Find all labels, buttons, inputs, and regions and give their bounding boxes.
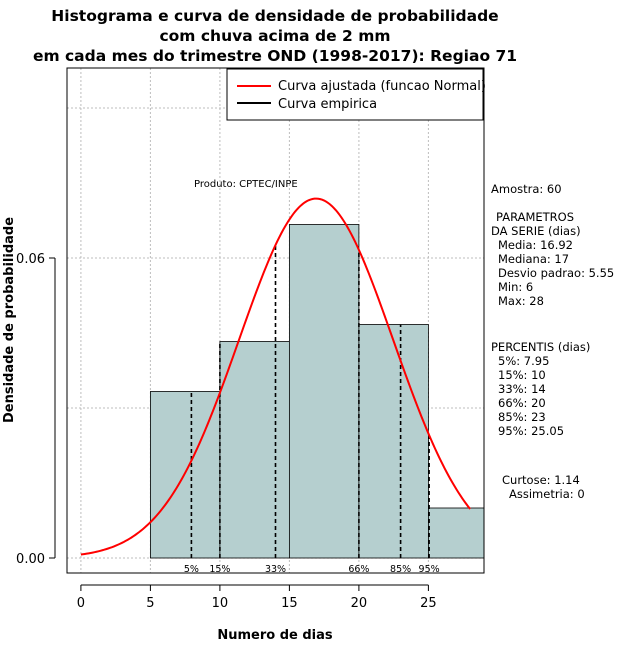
stat-parametros-title-2: DA SERIE (dias) <box>491 224 581 238</box>
percentile-label: 5% <box>184 564 199 575</box>
stat-percentis-title: PERCENTIS (dias) <box>491 340 590 354</box>
legend-label-normal: Curva ajustada (funcao Normal) <box>278 79 486 94</box>
stat-p5: 5%: 7.95 <box>498 354 549 368</box>
stat-amostra: Amostra: 60 <box>491 182 562 196</box>
legend: Curva ajustada (funcao Normal) Curva emp… <box>226 68 486 121</box>
percentile-label: 15% <box>209 564 230 575</box>
x-tick-label: 0 <box>77 596 85 611</box>
stat-assimetria: Assimetria: 0 <box>509 487 585 501</box>
normal-fit-curve <box>80 197 471 556</box>
stat-media: Media: 16.92 <box>498 238 573 252</box>
chart-title-line-3: em cada mes do trimestre OND (1998-2017)… <box>33 47 517 65</box>
histogram-bar <box>427 507 485 559</box>
histogram-bar <box>219 341 290 559</box>
histogram-bar <box>288 224 360 559</box>
histogram-bar <box>358 324 429 559</box>
stat-min: Min: 6 <box>498 280 533 294</box>
chart-title-line-1: Histograma e curva de densidade de proba… <box>51 7 498 25</box>
stat-p15: 15%: 10 <box>498 368 546 382</box>
stat-max: Max: 28 <box>498 294 544 308</box>
stat-mediana: Mediana: 17 <box>498 252 569 266</box>
stat-p66: 66%: 20 <box>498 396 546 410</box>
stat-p33: 33%: 14 <box>498 382 546 396</box>
legend-box <box>226 68 484 121</box>
credit-text: Produto: CPTEC/INPE <box>194 179 298 190</box>
x-tick-label: 10 <box>212 596 229 611</box>
stat-p95: 95%: 25.05 <box>498 424 564 438</box>
stat-p85: 85%: 23 <box>498 410 546 424</box>
percentile-label: 95% <box>419 564 440 575</box>
percentile-label: 33% <box>265 564 286 575</box>
plot-frame <box>66 67 485 574</box>
stat-desvio: Desvio padrao: 5.55 <box>498 266 614 280</box>
x-tick-label: 5 <box>146 596 154 611</box>
percentile-label: 66% <box>348 564 369 575</box>
legend-label-empirical: Curva empirica <box>278 97 377 112</box>
y-tick-label: 0.06 <box>16 252 45 267</box>
axes-layer: 0 5 10 15 20 25 0.00 0.06 <box>16 252 437 611</box>
y-tick-label: 0.00 <box>16 552 45 567</box>
x-axis-title: Numero de dias <box>217 628 333 643</box>
chart-title-line-2: com chuva acima de 2 mm <box>159 27 390 45</box>
percentile-label: 85% <box>390 564 411 575</box>
stats-panel: Amostra: 60 PARAMETROS DA SERIE (dias) M… <box>491 182 614 501</box>
x-tick-label: 20 <box>351 596 368 611</box>
stat-parametros-title-1: PARAMETROS <box>496 210 574 224</box>
bars-layer <box>149 224 485 559</box>
y-axis-title: Densidade de probabilidade <box>2 217 17 423</box>
percentile-layer: 5% 15% 33% 66% 85% 95% <box>184 245 440 575</box>
x-tick-label: 25 <box>420 596 437 611</box>
stat-curtose: Curtose: 1.14 <box>502 473 580 487</box>
x-tick-label: 15 <box>281 596 298 611</box>
